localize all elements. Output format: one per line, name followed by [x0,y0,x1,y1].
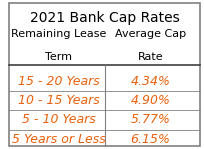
Text: Remaining Lease: Remaining Lease [11,29,106,39]
Text: Term: Term [45,52,72,62]
Text: 15 - 20 Years: 15 - 20 Years [18,75,100,88]
Text: 4.90%: 4.90% [130,94,170,107]
FancyBboxPatch shape [9,3,200,146]
Text: Average Cap: Average Cap [115,29,186,39]
Text: 5 Years or Less: 5 Years or Less [12,133,106,146]
Text: 5 - 10 Years: 5 - 10 Years [22,113,96,127]
Text: Rate: Rate [137,52,163,62]
Text: 5.77%: 5.77% [130,113,170,127]
Text: 6.15%: 6.15% [130,133,170,146]
Text: 2021 Bank Cap Rates: 2021 Bank Cap Rates [30,11,179,25]
Text: 4.34%: 4.34% [130,75,170,88]
Text: 10 - 15 Years: 10 - 15 Years [18,94,100,107]
